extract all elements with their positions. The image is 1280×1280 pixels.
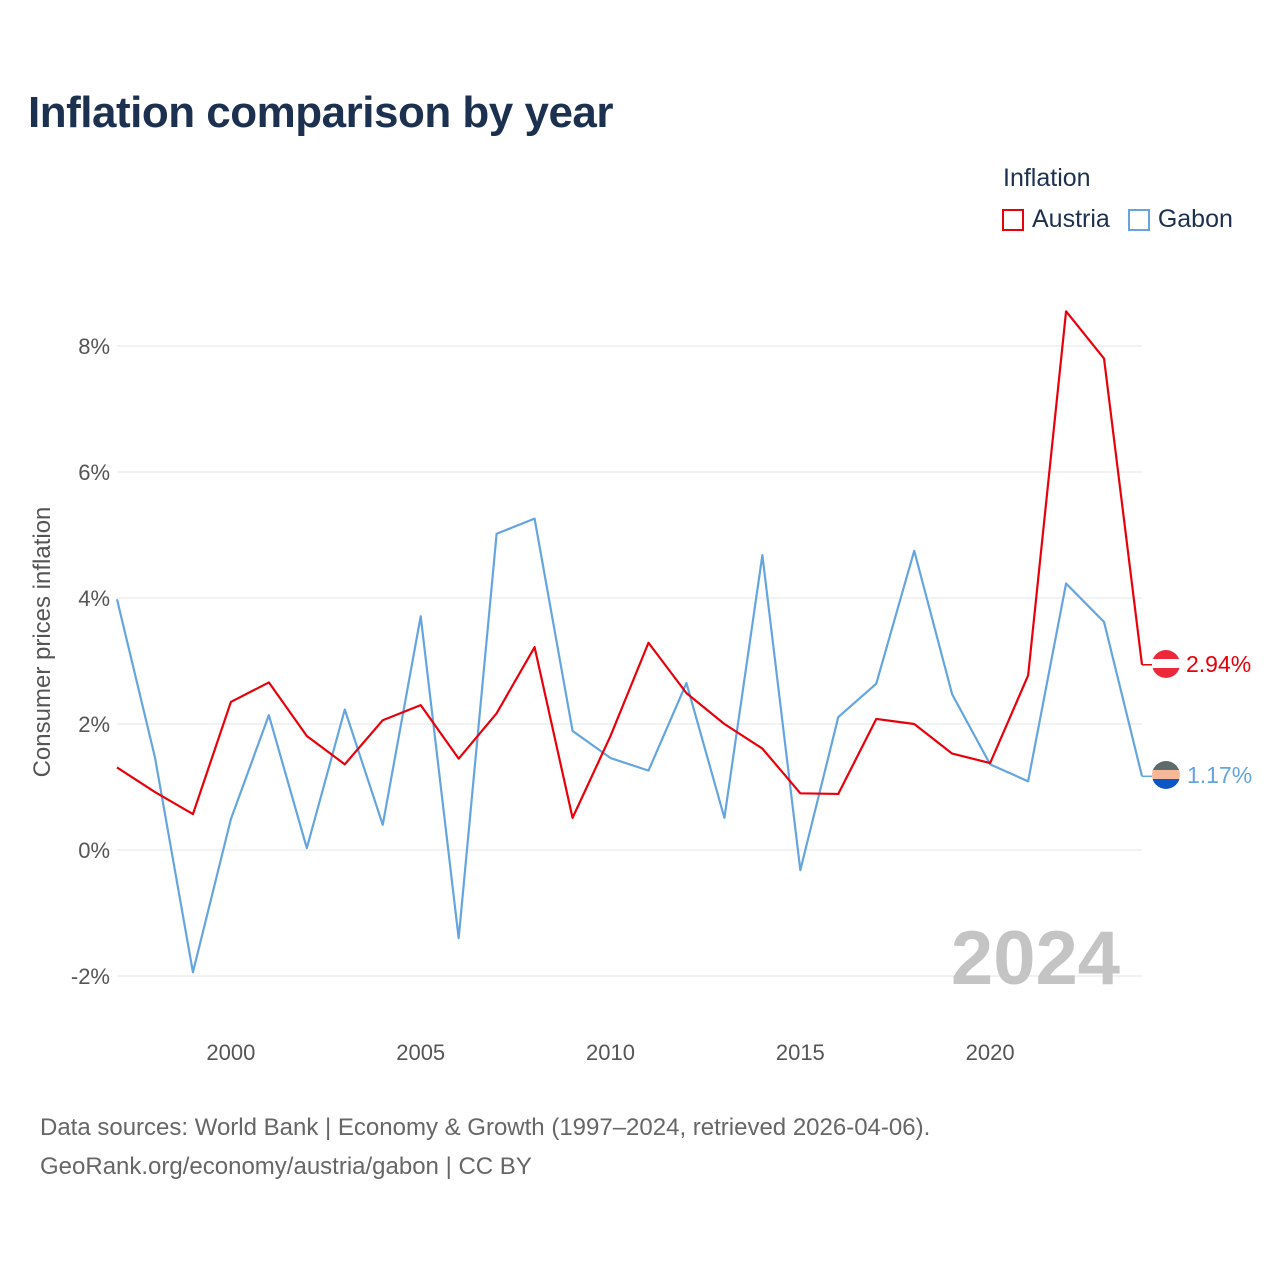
x-axis-ticks: 2000 2005 2010 2015 2020 bbox=[206, 1040, 1014, 1065]
x-tick-label: 2015 bbox=[776, 1040, 825, 1065]
series-line-austria[interactable] bbox=[116, 310, 1144, 819]
y-tick-label: 6% bbox=[78, 460, 110, 485]
x-tick-label: 2020 bbox=[966, 1040, 1015, 1065]
legend-label-gabon: Gabon bbox=[1157, 205, 1233, 233]
y-tick-label: 2% bbox=[78, 712, 110, 737]
data-source-note: Data sources: World Bank | Economy & Gro… bbox=[40, 1108, 930, 1186]
x-tick-label: 2005 bbox=[396, 1040, 445, 1065]
gabon-end-label: 1.17% bbox=[1187, 762, 1252, 788]
legend-swatch-austria bbox=[1002, 208, 1024, 231]
legend-label-austria: Austria bbox=[1032, 205, 1110, 233]
year-watermark: 2024 bbox=[951, 916, 1120, 1001]
austria-end-label: 2.94% bbox=[1186, 651, 1251, 677]
chart-title: Inflation comparison by year bbox=[28, 88, 614, 137]
y-tick-label: -2% bbox=[71, 964, 110, 989]
series-lines bbox=[115, 310, 1152, 974]
legend-item-austria[interactable]: Austria bbox=[1002, 205, 1110, 234]
x-tick-label: 2000 bbox=[206, 1040, 255, 1065]
gabon-flag-icon bbox=[1152, 761, 1180, 789]
source-line-2[interactable]: GeoRank.org/economy/austria/gabon | CC B… bbox=[40, 1153, 532, 1180]
y-tick-label: 4% bbox=[78, 586, 110, 611]
source-line-1: Data sources: World Bank | Economy & Gro… bbox=[40, 1114, 931, 1141]
series-line-gabon[interactable] bbox=[115, 517, 1144, 974]
x-tick-label: 2010 bbox=[586, 1040, 635, 1065]
legend-swatch-gabon bbox=[1127, 208, 1150, 231]
y-axis-ticks: -2% 0% 2% 4% 6% 8% bbox=[71, 334, 110, 989]
grid-lines bbox=[117, 345, 1142, 977]
legend-title: Inflation bbox=[1003, 164, 1091, 192]
austria-flag-icon bbox=[1152, 650, 1180, 678]
y-tick-label: 8% bbox=[78, 334, 110, 359]
legend: Austria Gabon bbox=[1002, 205, 1233, 234]
legend-item-gabon[interactable]: Gabon bbox=[1127, 205, 1233, 234]
y-tick-label: 0% bbox=[78, 838, 110, 863]
